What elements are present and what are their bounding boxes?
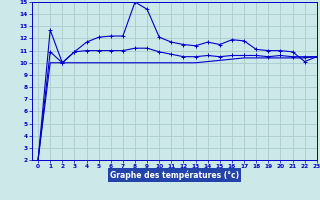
X-axis label: Graphe des températures (°c): Graphe des températures (°c) bbox=[110, 171, 239, 180]
